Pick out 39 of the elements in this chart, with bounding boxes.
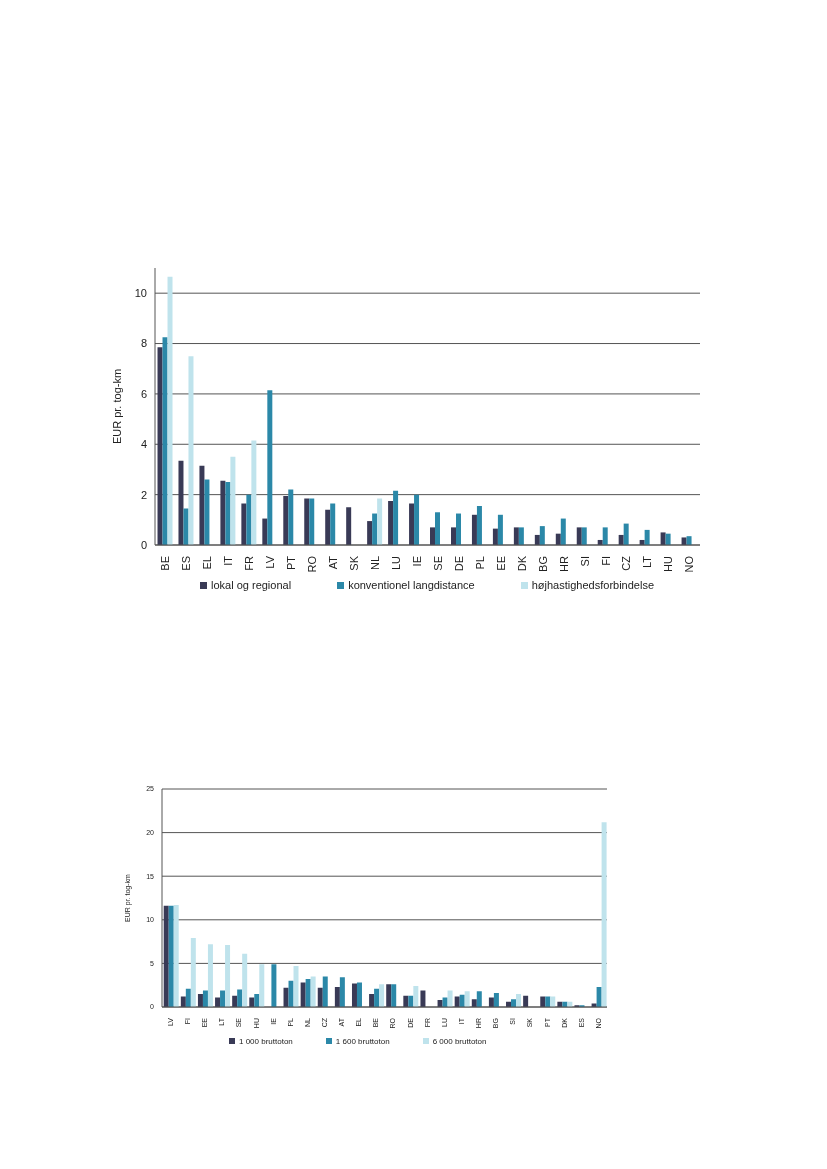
y-tick-label: 4 [140, 438, 147, 451]
x-tick-label: EL [201, 556, 214, 570]
x-tick-label: HR [557, 555, 570, 572]
x-tick-label: DK [515, 555, 528, 572]
x-tick-label: CZ [620, 555, 633, 571]
y-tick-label: 2 [140, 488, 147, 501]
x-tick-label: NO [683, 555, 696, 573]
legend-label: højhastighedsforbindelse [530, 579, 655, 591]
x-tick-label: SE [431, 556, 444, 571]
x-tick-label: ES [180, 556, 193, 571]
x-tick-label: FR [243, 555, 256, 571]
y-tick-label: 6 [140, 387, 147, 400]
x-tick-label: HU [662, 555, 675, 572]
y-tick-label: 8 [140, 337, 147, 350]
x-tick-label: EE [494, 556, 507, 571]
x-tick-label: LT [641, 555, 654, 569]
x-tick-label: IT [222, 555, 235, 566]
legend-label: 6 000 bruttoton [431, 1036, 487, 1046]
x-tick-label: LU [389, 555, 402, 571]
x-tick-label: BG [536, 556, 549, 572]
y-axis-title: EUR pr. tog-km [110, 368, 123, 445]
x-tick-label: PT [285, 555, 298, 571]
x-tick-label: DE [452, 556, 465, 572]
x-tick-label: SK [347, 555, 360, 571]
x-tick-label: AT [327, 555, 340, 570]
x-tick-label: RO [306, 555, 319, 573]
x-tick-label: NL [368, 556, 381, 571]
x-tick-label: IE [410, 556, 423, 567]
x-tick-label: SI [578, 556, 591, 567]
x-tick-label: BE [159, 556, 172, 571]
x-tick-label: FI [599, 556, 612, 566]
legend-label: 1 600 bruttoton [334, 1036, 390, 1046]
x-tick-label: PL [473, 556, 486, 570]
legend-label: konventionel langdistance [347, 579, 475, 591]
y-tick-label: 0 [140, 538, 147, 551]
legend-label: 1 000 bruttoton [238, 1036, 293, 1046]
x-tick-label: LV [264, 555, 277, 569]
y-tick-label: 10 [134, 287, 147, 300]
legend-label: lokal og regional [210, 579, 292, 591]
